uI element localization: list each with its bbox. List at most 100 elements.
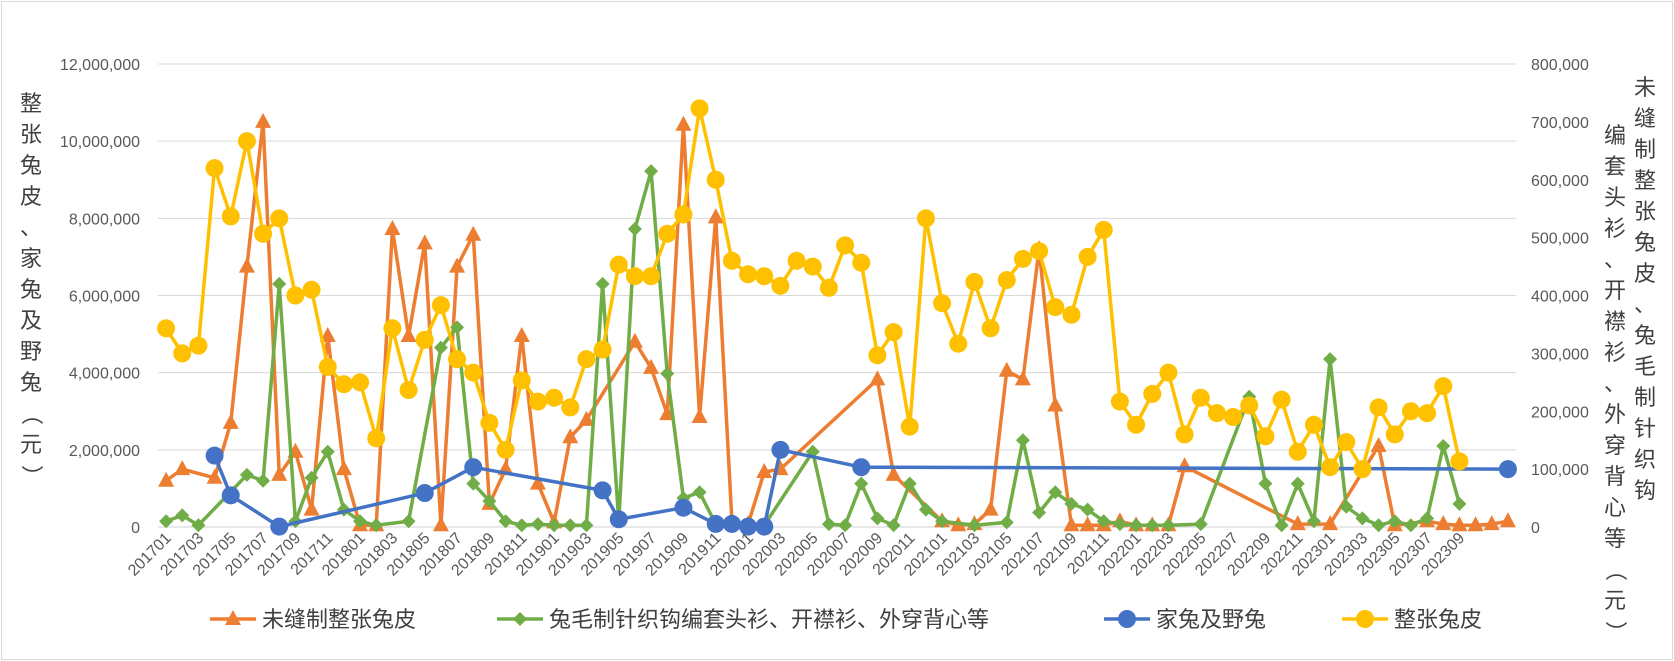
series-1 (158, 112, 1516, 532)
right-y-tick-label: 400,000 (1531, 289, 1589, 306)
data-point-triangle (578, 410, 595, 426)
data-point-diamond (175, 508, 190, 523)
data-point-diamond (530, 517, 545, 532)
data-point-circle (1240, 396, 1259, 415)
data-point-circle (803, 257, 822, 276)
data-point-circle (739, 517, 758, 536)
axis-title-glyph: 兔 (20, 154, 42, 179)
right-y-tick-label: 800,000 (1531, 57, 1589, 74)
data-point-circle (1353, 460, 1372, 479)
data-point-triangle (1063, 516, 1080, 532)
data-point-circle (755, 267, 774, 286)
series-3 (205, 440, 1517, 536)
data-point-diamond (918, 502, 933, 517)
data-point-diamond (1371, 518, 1386, 533)
data-point-diamond (353, 514, 368, 529)
data-point-triangle (174, 460, 191, 476)
data-point-diamond (1080, 502, 1095, 517)
data-point-diamond (1387, 514, 1402, 529)
data-point-diamond (256, 473, 271, 488)
data-point-circle (868, 346, 887, 365)
data-point-circle (674, 205, 693, 224)
data-point-diamond (1420, 511, 1435, 526)
axis-title-glyph: 等 (1604, 527, 1626, 552)
data-point-diamond (579, 518, 594, 533)
data-point-triangle (319, 327, 336, 343)
data-point-circle (415, 330, 434, 349)
data-point-triangle (1289, 515, 1306, 531)
data-point-triangle (416, 234, 433, 250)
axis-title-glyph: 兔 (1634, 324, 1656, 349)
data-point-circle (981, 319, 1000, 338)
data-point-circle (1127, 415, 1146, 434)
axis-title-glyph: 套 (1604, 155, 1626, 180)
data-point-circle (852, 253, 871, 272)
axis-title-glyph: 兔 (1634, 231, 1656, 256)
data-point-circle (1256, 427, 1275, 446)
data-point-circle (1385, 425, 1404, 444)
series-4 (157, 99, 1469, 479)
data-point-diamond (935, 514, 950, 529)
axis-title-glyph: ） (18, 465, 43, 487)
axis-title-glyph: 兔 (20, 371, 42, 396)
data-point-diamond (886, 518, 901, 533)
data-point-triangle (562, 428, 579, 444)
data-point-circle (1498, 460, 1517, 479)
data-point-circle (1110, 392, 1129, 411)
data-point-circle (852, 458, 871, 477)
data-point-diamond (401, 514, 416, 529)
data-point-circle (528, 392, 547, 411)
axis-title-glyph: 缝 (1634, 107, 1656, 132)
axis-title-glyph: 、 (1604, 372, 1626, 397)
data-point-circle (221, 486, 240, 505)
data-point-circle (593, 340, 612, 359)
data-point-circle (318, 357, 337, 376)
axis-title-glyph: 、 (1634, 293, 1656, 318)
data-point-diamond (1129, 518, 1144, 533)
data-point-diamond (821, 517, 836, 532)
data-point-circle (690, 99, 709, 118)
data-point-triangle (271, 465, 288, 481)
data-point-circle (383, 319, 402, 338)
data-point-circle (270, 209, 289, 228)
data-point-circle (254, 224, 273, 243)
data-point-diamond (644, 164, 659, 179)
axis-title-glyph: 头 (1604, 186, 1626, 211)
axis-title-glyph: 编 (1604, 124, 1626, 149)
data-point-triangle (222, 413, 239, 429)
right-y-tick-label: 100,000 (1531, 462, 1589, 479)
data-point-circle (205, 159, 224, 178)
data-point-circle (1401, 402, 1420, 421)
axis-title-glyph: 制 (1634, 138, 1656, 163)
data-point-triangle (675, 115, 692, 131)
data-point-triangle (1483, 515, 1500, 531)
data-point-circle (577, 350, 596, 369)
axis-title-glyph: ） (1602, 621, 1627, 643)
data-point-diamond (320, 444, 335, 459)
data-point-triangle (869, 370, 886, 386)
left-y-tick-label: 2,000,000 (69, 443, 140, 460)
data-point-diamond (272, 276, 287, 291)
data-point-triangle (1370, 436, 1387, 452)
data-point-circle (1450, 452, 1469, 471)
data-point-diamond (692, 485, 707, 500)
data-point-circle (1356, 610, 1374, 628)
axis-title-glyph: （ (18, 403, 43, 425)
axis-title-glyph: 织 (1634, 448, 1656, 473)
axis-title-glyph: 背 (1604, 465, 1626, 490)
data-point-triangle (432, 516, 449, 532)
data-point-triangle (449, 257, 466, 273)
data-point-diamond (191, 518, 206, 533)
right-y-tick-label: 500,000 (1531, 231, 1589, 248)
data-point-circle (1304, 415, 1323, 434)
axis-title-glyph: 元 (1604, 589, 1626, 614)
data-point-circle (561, 398, 580, 417)
data-point-diamond (1452, 496, 1467, 511)
data-point-diamond (1048, 485, 1063, 500)
series-line (164, 106, 1462, 471)
left-y-tick-label: 8,000,000 (69, 211, 140, 228)
data-point-circle (706, 170, 725, 189)
data-point-circle (1062, 305, 1081, 324)
legend-item-3: 家兔及野兔 (1104, 608, 1266, 633)
data-point-circle (351, 373, 370, 392)
